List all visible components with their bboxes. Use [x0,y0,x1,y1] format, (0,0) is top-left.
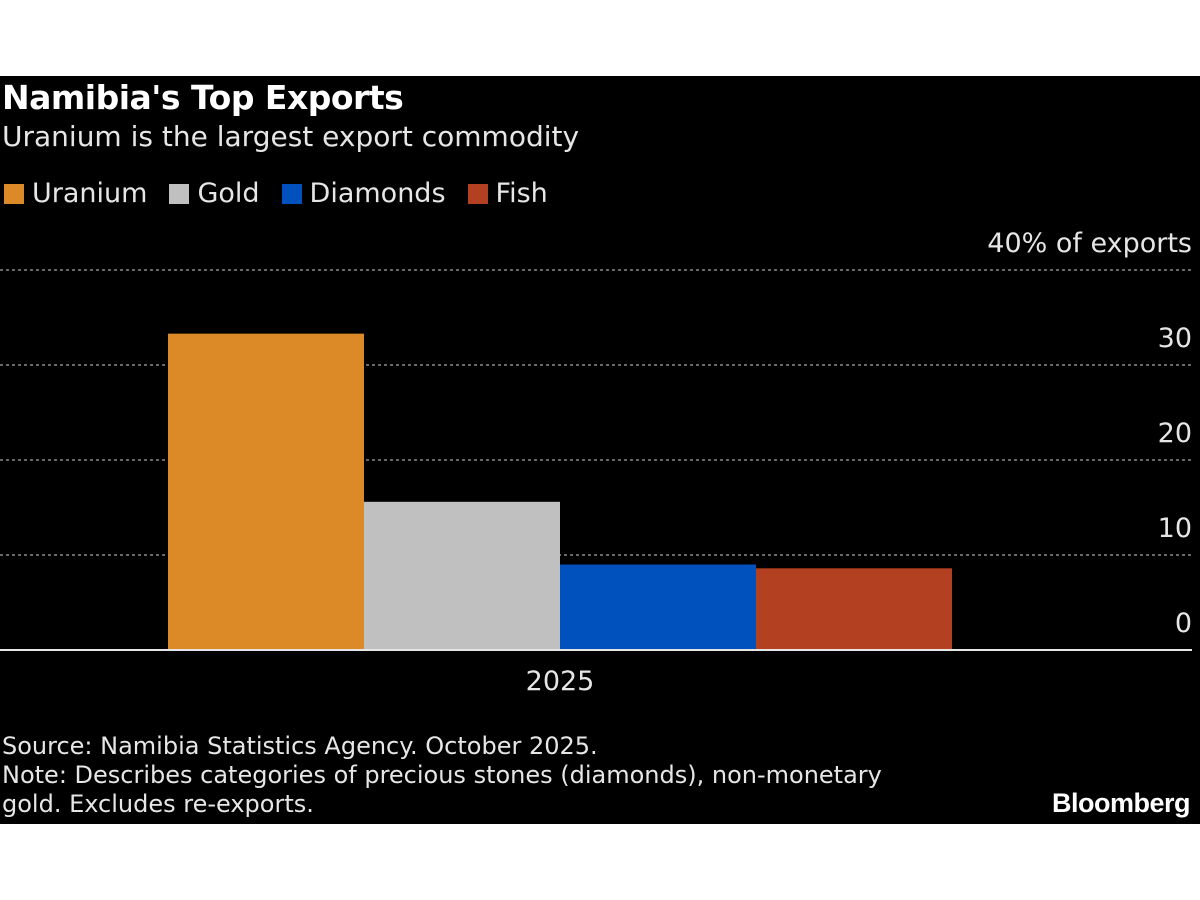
bloomberg-logo: Bloomberg [1051,788,1191,818]
legend-label: Fish [495,178,548,209]
footnote: Source: Namibia Statistics Agency. Octob… [2,732,882,819]
bar-gold [364,501,560,650]
note-text-line1: Note: Describes categories of precious s… [2,761,882,789]
y-tick-label: 30 [1158,323,1192,354]
legend-swatch [4,183,24,204]
bar-diamonds [560,564,756,650]
chart-subtitle: Uranium is the largest export commodity [2,120,580,153]
note-text-line2: gold. Excludes re-exports. [2,790,314,818]
bar-fish [756,568,952,650]
y-tick-label: 0 [1175,608,1192,639]
legend-label: Diamonds [309,178,446,209]
y-tick-label: 40% of exports [987,228,1192,259]
legend-swatch [467,183,488,204]
x-tick-label: 2025 [526,666,595,697]
legend-item-gold: Gold [169,178,260,209]
legend-item-uranium: Uranium [4,178,147,209]
legend-swatch [281,183,302,204]
legend-label: Uranium [32,178,148,209]
chart-panel: Namibia's Top Exports Uranium is the lar… [0,76,1200,824]
y-tick-label: 10 [1158,513,1192,544]
chart-title: Namibia's Top Exports [2,78,404,117]
source-text: Source: Namibia Statistics Agency. Octob… [2,732,598,760]
bar-chart: 0 10 20 30 40% of exports 2025 [0,228,1192,697]
legend: Uranium Gold Diamonds Fish [4,178,548,209]
bar-uranium [168,333,364,650]
legend-item-fish: Fish [467,178,548,209]
legend-swatch [169,183,190,204]
y-tick-label: 20 [1158,418,1192,449]
legend-item-diamonds: Diamonds [281,178,446,209]
legend-label: Gold [197,178,260,209]
